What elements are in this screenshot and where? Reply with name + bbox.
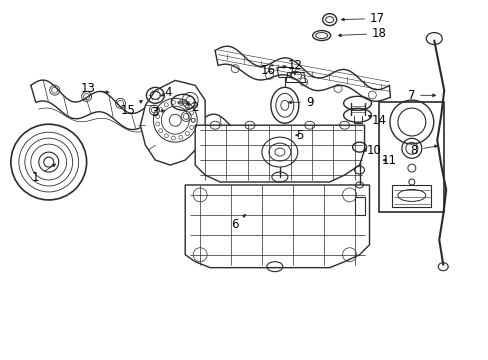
Polygon shape: [185, 185, 369, 268]
Text: 5: 5: [295, 129, 303, 142]
Text: 11: 11: [381, 154, 396, 167]
Text: 9: 9: [288, 96, 313, 109]
Text: 15: 15: [121, 100, 142, 117]
Text: 13: 13: [81, 82, 109, 95]
Bar: [392, 185, 430, 207]
Text: 14: 14: [367, 114, 386, 127]
Text: 17: 17: [341, 12, 384, 25]
Text: 8: 8: [410, 144, 437, 157]
Text: 12: 12: [287, 59, 302, 75]
Polygon shape: [195, 125, 364, 182]
Polygon shape: [140, 80, 205, 165]
Text: 1: 1: [32, 164, 56, 184]
Text: 7: 7: [407, 89, 435, 102]
Text: 2: 2: [186, 101, 199, 114]
Text: 4: 4: [161, 86, 172, 99]
Bar: [354, 197, 364, 215]
Text: 16: 16: [260, 64, 285, 77]
Text: 3: 3: [151, 106, 164, 119]
Text: 18: 18: [338, 27, 386, 40]
Bar: [379, 102, 443, 212]
Text: 10: 10: [363, 144, 381, 157]
Text: 6: 6: [231, 215, 245, 231]
